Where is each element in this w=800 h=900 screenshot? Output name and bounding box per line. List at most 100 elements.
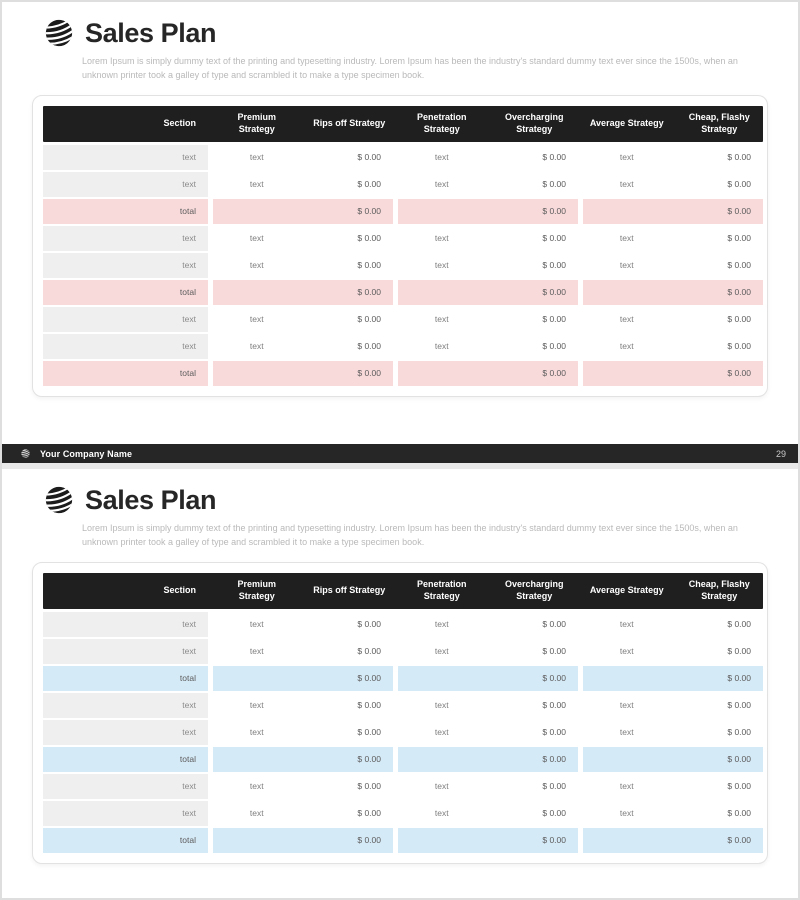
table-total-row: total $ 0.00 $ 0.00 $ 0.00 bbox=[43, 360, 763, 386]
data-cell: text bbox=[249, 260, 264, 271]
data-cell: $ 0.00 bbox=[727, 314, 751, 325]
section-cell: text bbox=[43, 800, 208, 826]
slide-description: Lorem Ipsum is simply dummy text of the … bbox=[82, 56, 738, 80]
table-row: text text $ 0.00 text $ 0.00 text $ 0.00 bbox=[43, 144, 763, 170]
table-total-row: total $ 0.00 $ 0.00 $ 0.00 bbox=[43, 665, 763, 691]
slide-separator bbox=[2, 463, 798, 469]
data-cell: $ 0.00 bbox=[727, 700, 751, 711]
data-cell: $ 0.00 bbox=[542, 781, 566, 792]
data-cell: text bbox=[434, 781, 449, 792]
data-cell: $ 0.00 bbox=[357, 646, 381, 657]
data-cell: text bbox=[434, 341, 449, 352]
data-cell: $ 0.00 bbox=[542, 233, 566, 244]
column-header: Rips off Strategy bbox=[313, 585, 386, 596]
slide-header: Sales Plan bbox=[42, 483, 798, 517]
total-value-cell: $ 0.00 bbox=[398, 360, 578, 386]
data-cell: $ 0.00 bbox=[727, 727, 751, 738]
slide-2: Sales Plan Lorem Ipsum is simply dummy t… bbox=[2, 483, 798, 898]
data-cell: text bbox=[249, 781, 264, 792]
sales-table: Section Premium Strategy Rips off Strategy… bbox=[43, 572, 763, 853]
section-cell: text bbox=[43, 611, 208, 637]
data-cell: $ 0.00 bbox=[542, 646, 566, 657]
table-row: text text $ 0.00 text $ 0.00 text $ 0.00 bbox=[43, 638, 763, 664]
data-cell: $ 0.00 bbox=[357, 808, 381, 819]
section-cell: text bbox=[43, 144, 208, 170]
column-header: Premium Strategy bbox=[237, 579, 276, 601]
table-header-row: Section Premium Strategy Rips off Strategy… bbox=[43, 105, 763, 142]
data-cell: text bbox=[249, 646, 264, 657]
total-label-cell: total bbox=[43, 665, 208, 691]
column-header: Overcharging Strategy bbox=[504, 579, 564, 601]
total-value-cell: $ 0.00 bbox=[213, 198, 393, 224]
table-header-row: Section Premium Strategy Rips off Strategy… bbox=[43, 572, 763, 609]
data-cell: text bbox=[619, 179, 634, 190]
slide-1-footer: Your Company Name 29 bbox=[2, 444, 798, 463]
section-cell: text bbox=[43, 638, 208, 664]
slide-header: Sales Plan bbox=[42, 16, 798, 50]
data-cell: text bbox=[619, 781, 634, 792]
table-row: text text $ 0.00 text $ 0.00 text $ 0.00 bbox=[43, 692, 763, 718]
data-cell: text bbox=[619, 727, 634, 738]
data-cell: $ 0.00 bbox=[542, 314, 566, 325]
data-cell: text bbox=[249, 727, 264, 738]
data-cell: text bbox=[249, 808, 264, 819]
data-cell: $ 0.00 bbox=[727, 646, 751, 657]
data-cell: $ 0.00 bbox=[727, 619, 751, 630]
table-total-row: total $ 0.00 $ 0.00 $ 0.00 bbox=[43, 827, 763, 853]
total-value-cell: $ 0.00 bbox=[398, 746, 578, 772]
data-cell: text bbox=[249, 233, 264, 244]
table-row: text text $ 0.00 text $ 0.00 text $ 0.00 bbox=[43, 773, 763, 799]
company-logo-icon bbox=[42, 16, 76, 50]
data-cell: $ 0.00 bbox=[357, 727, 381, 738]
data-cell: $ 0.00 bbox=[727, 341, 751, 352]
data-cell: text bbox=[249, 314, 264, 325]
column-header: Penetration Strategy bbox=[416, 579, 467, 601]
data-cell: text bbox=[619, 700, 634, 711]
total-value-cell: $ 0.00 bbox=[583, 746, 763, 772]
data-cell: $ 0.00 bbox=[727, 781, 751, 792]
data-cell: $ 0.00 bbox=[357, 781, 381, 792]
table-row: text text $ 0.00 text $ 0.00 text $ 0.00 bbox=[43, 306, 763, 332]
section-cell: text bbox=[43, 719, 208, 745]
column-header: Section bbox=[163, 585, 196, 596]
table-card: Section Premium Strategy Rips off Strategy… bbox=[32, 94, 768, 397]
sales-table: Section Premium Strategy Rips off Strategy… bbox=[43, 105, 763, 386]
data-cell: $ 0.00 bbox=[727, 260, 751, 271]
section-cell: text bbox=[43, 171, 208, 197]
data-cell: text bbox=[434, 727, 449, 738]
company-logo-icon bbox=[42, 483, 76, 517]
data-cell: text bbox=[619, 314, 634, 325]
data-cell: text bbox=[434, 314, 449, 325]
table-row: text text $ 0.00 text $ 0.00 text $ 0.00 bbox=[43, 171, 763, 197]
table-total-row: total $ 0.00 $ 0.00 $ 0.00 bbox=[43, 198, 763, 224]
total-value-cell: $ 0.00 bbox=[583, 360, 763, 386]
data-cell: text bbox=[249, 179, 264, 190]
data-cell: text bbox=[619, 341, 634, 352]
data-cell: $ 0.00 bbox=[542, 260, 566, 271]
data-cell: $ 0.00 bbox=[542, 179, 566, 190]
table-row: text text $ 0.00 text $ 0.00 text $ 0.00 bbox=[43, 225, 763, 251]
table-total-row: total $ 0.00 $ 0.00 $ 0.00 bbox=[43, 746, 763, 772]
section-cell: text bbox=[43, 333, 208, 359]
slide-title: Sales Plan bbox=[85, 17, 217, 48]
data-cell: $ 0.00 bbox=[542, 727, 566, 738]
total-label-cell: total bbox=[43, 279, 208, 305]
total-value-cell: $ 0.00 bbox=[213, 827, 393, 853]
total-value-cell: $ 0.00 bbox=[398, 279, 578, 305]
data-cell: text bbox=[434, 260, 449, 271]
data-cell: text bbox=[434, 619, 449, 630]
data-cell: text bbox=[249, 152, 264, 163]
data-cell: text bbox=[434, 808, 449, 819]
data-cell: text bbox=[619, 646, 634, 657]
data-cell: $ 0.00 bbox=[727, 152, 751, 163]
column-header: Penetration Strategy bbox=[416, 112, 467, 134]
data-cell: $ 0.00 bbox=[357, 341, 381, 352]
total-value-cell: $ 0.00 bbox=[398, 198, 578, 224]
total-value-cell: $ 0.00 bbox=[213, 746, 393, 772]
slide-description: Lorem Ipsum is simply dummy text of the … bbox=[82, 523, 738, 547]
section-cell: text bbox=[43, 773, 208, 799]
table-row: text text $ 0.00 text $ 0.00 text $ 0.00 bbox=[43, 800, 763, 826]
table-row: text text $ 0.00 text $ 0.00 text $ 0.00 bbox=[43, 252, 763, 278]
total-value-cell: $ 0.00 bbox=[583, 198, 763, 224]
data-cell: $ 0.00 bbox=[357, 233, 381, 244]
